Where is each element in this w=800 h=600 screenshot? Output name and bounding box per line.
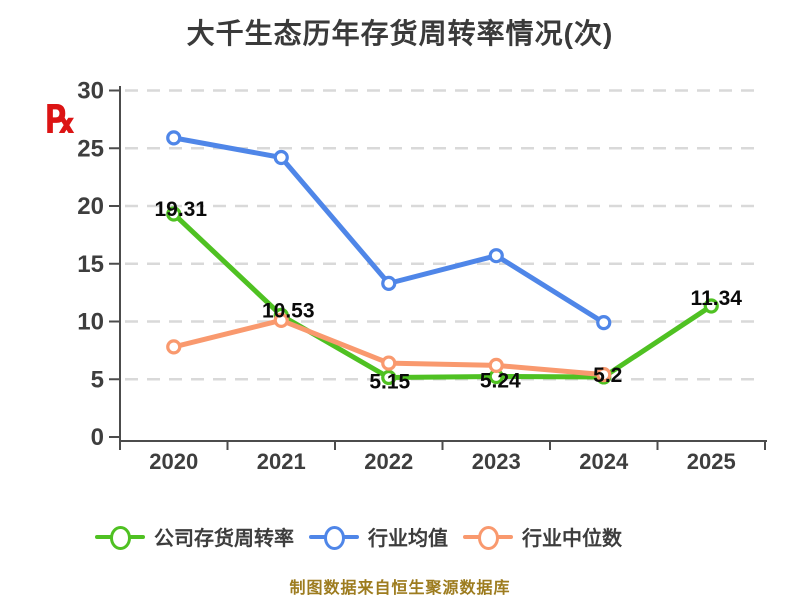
point-label: 5.24 [480, 369, 521, 392]
x-tick-label: 2020 [149, 449, 198, 474]
data-point-行业均值[interactable] [381, 275, 397, 291]
y-tick-label: 30 [77, 78, 104, 105]
point-label: 5.2 [593, 364, 622, 387]
chart-legend: 公司存货周转率 行业均值 行业中位数 [95, 522, 622, 551]
data-point-行业中位数[interactable] [273, 312, 289, 328]
x-tick-label: 2022 [364, 449, 413, 474]
x-tick-label: 2021 [257, 449, 306, 474]
legend-marker-icon [463, 524, 513, 550]
legend-item-公司存货周转率[interactable]: 公司存货周转率 [95, 522, 294, 551]
data-point-公司存货周转率[interactable] [703, 298, 719, 314]
y-tick-label: 5 [91, 366, 104, 393]
legend-circle-icon [478, 525, 499, 550]
data-point-行业均值[interactable] [596, 315, 612, 331]
data-point-行业均值[interactable] [273, 149, 289, 166]
legend-circle-icon [324, 525, 345, 550]
legend-item-行业均值[interactable]: 行业均值 [309, 522, 448, 551]
x-tick-label: 2024 [579, 449, 629, 474]
data-point-行业中位数[interactable] [166, 339, 182, 355]
x-tick-label: 2023 [472, 449, 521, 474]
red-watermark-glyph: ℞ [46, 98, 76, 142]
point-label: 19.31 [154, 198, 207, 221]
data-point-行业中位数[interactable] [488, 357, 504, 373]
legend-label: 行业均值 [368, 528, 448, 550]
point-label: 10.53 [262, 299, 315, 322]
legend-circle-icon [110, 525, 131, 550]
legend-marker-icon [309, 524, 359, 550]
data-point-行业中位数[interactable] [596, 367, 612, 383]
chart-title: 大千生态历年存货周转率情况(次) [186, 18, 614, 49]
x-tick-label: 2025 [687, 449, 736, 474]
data-point-行业中位数[interactable] [381, 355, 397, 371]
data-point-公司存货周转率[interactable] [381, 369, 397, 386]
data-point-行业均值[interactable] [488, 248, 504, 264]
point-label: 5.15 [369, 371, 410, 394]
y-tick-label: 20 [77, 193, 104, 220]
legend-label: 公司存货周转率 [154, 528, 294, 550]
series-line-行业均值[interactable] [171, 135, 607, 326]
y-tick-label: 25 [77, 135, 104, 162]
y-tick-label: 15 [77, 251, 104, 278]
y-tick-label: 0 [91, 424, 104, 451]
legend-item-行业中位数[interactable]: 行业中位数 [463, 522, 622, 551]
source-caption: 制图数据来自恒生聚源数据库 [289, 580, 511, 597]
series-line-公司存货周转率[interactable] [171, 211, 714, 381]
data-point-公司存货周转率[interactable] [166, 206, 182, 222]
data-point-行业均值[interactable] [166, 130, 182, 146]
legend-marker-icon [95, 524, 145, 550]
point-label: 11.34 [691, 287, 743, 310]
y-tick-label: 10 [77, 309, 104, 336]
legend-label: 行业中位数 [522, 528, 622, 550]
